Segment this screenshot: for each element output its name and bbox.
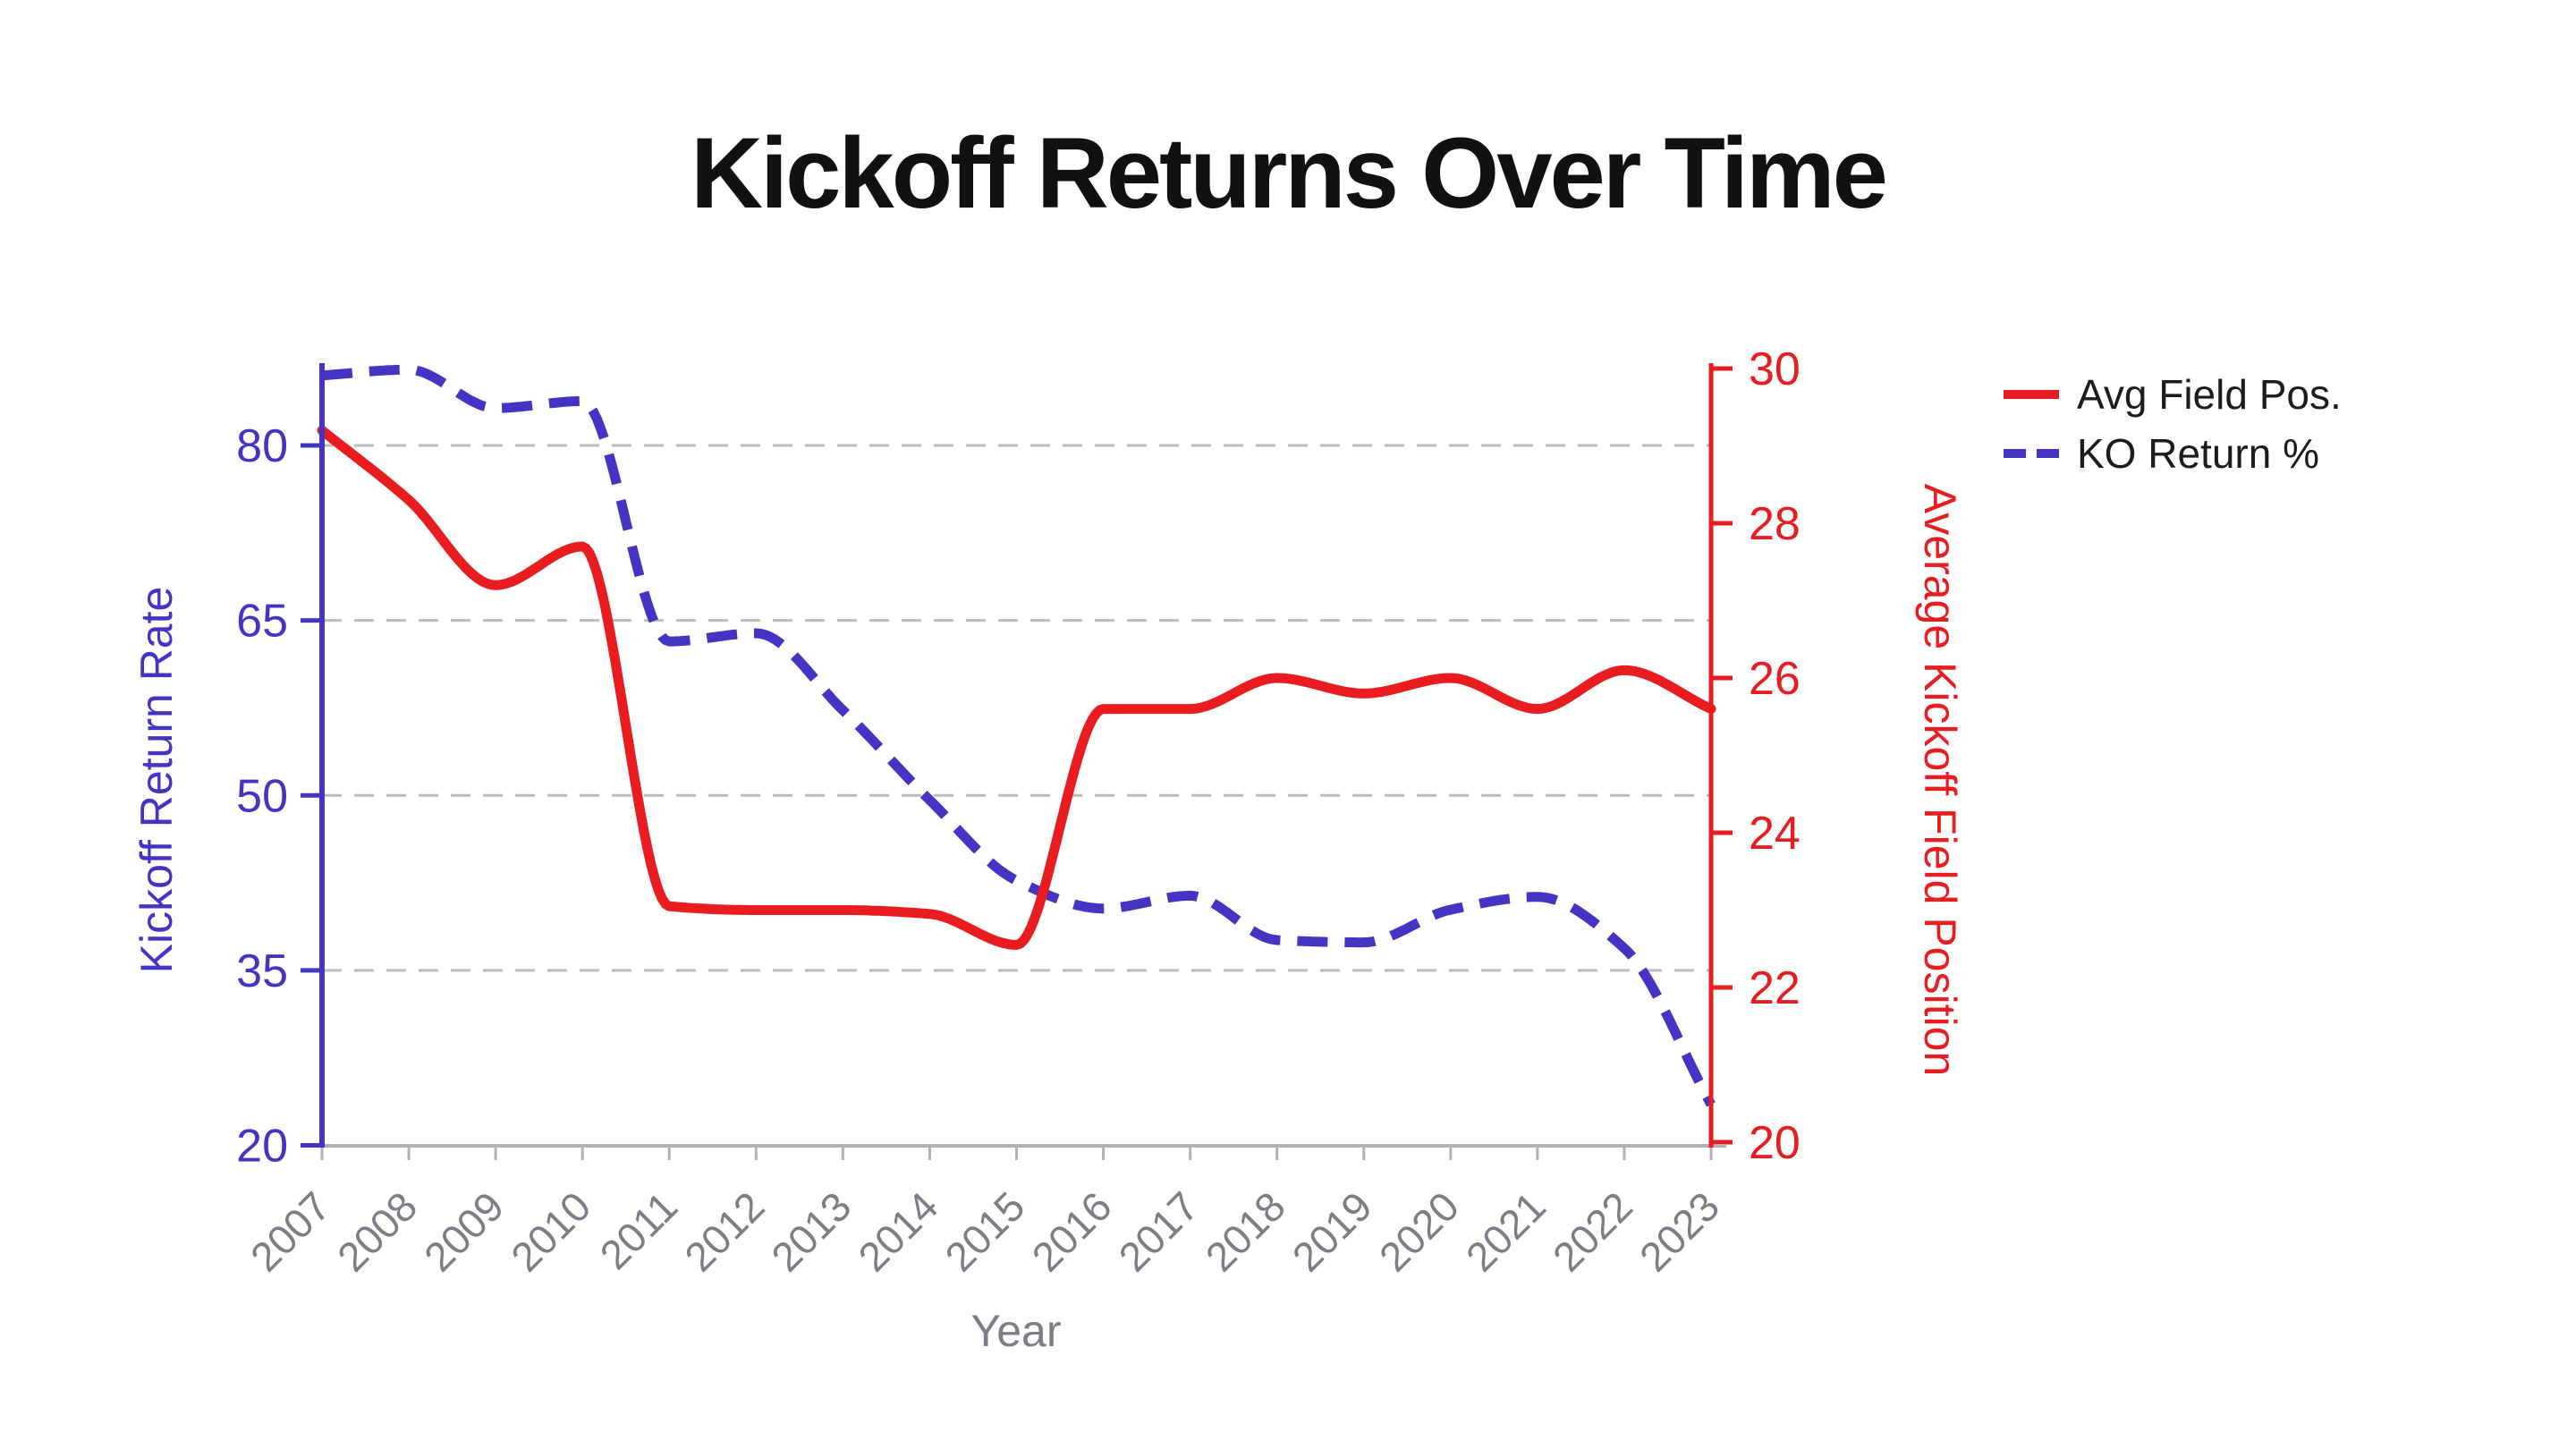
y-left-tick-label: 65 [236, 596, 288, 648]
y-right-tick-label: 22 [1749, 962, 1801, 1014]
x-tick-label: 2009 [415, 1182, 513, 1280]
x-tick-label: 2016 [1022, 1182, 1120, 1280]
y-right-tick-label: 28 [1749, 498, 1801, 550]
x-tick-label: 2015 [936, 1182, 1033, 1280]
x-tick-label: 2019 [1284, 1182, 1381, 1280]
x-tick-label: 2008 [328, 1182, 426, 1280]
x-tick-label: 2014 [849, 1182, 946, 1280]
y-right-tick-label: 26 [1749, 653, 1801, 705]
left-axis-title: Kickoff Return Rate [131, 587, 182, 974]
axes: 2035506580202224262830200720082009201020… [236, 343, 1801, 1280]
x-axis-title: Year [970, 1306, 1061, 1356]
x-tick-label: 2012 [675, 1182, 773, 1280]
axis-spines [319, 363, 1714, 1148]
legend-label-avg-field-pos: Avg Field Pos. [2077, 371, 2342, 418]
gridlines [322, 444, 1711, 972]
chart-title: Kickoff Returns Over Time [691, 117, 1885, 229]
series-lines [317, 364, 1716, 1107]
series-line-avg-field-pos [317, 425, 1716, 950]
x-tick-label: 2018 [1197, 1182, 1294, 1280]
y-left-tick-label: 20 [236, 1121, 288, 1173]
x-tick-label: 2017 [1110, 1182, 1208, 1280]
y-left-tick-label: 35 [236, 945, 288, 997]
x-tick-label: 2011 [591, 1182, 687, 1278]
right-axis-title: Average Kickoff Field Position [1915, 484, 1965, 1076]
x-tick-label: 2022 [1544, 1182, 1641, 1280]
y-left-tick-label: 50 [236, 770, 288, 822]
x-tick-label: 2023 [1631, 1182, 1728, 1280]
y-right-tick-label: 20 [1749, 1117, 1801, 1169]
x-tick-label: 2021 [1457, 1182, 1555, 1280]
x-tick-label: 2010 [502, 1182, 599, 1280]
y-right-tick-label: 30 [1749, 343, 1801, 395]
x-tick-label: 2007 [242, 1182, 339, 1280]
legend-label-ko-return: KO Return % [2077, 430, 2319, 477]
x-tick-label: 2020 [1370, 1182, 1468, 1280]
legend: Avg Field Pos. KO Return % [2004, 371, 2342, 477]
y-left-tick-label: 80 [236, 420, 288, 472]
series-line-ko-return-pct [320, 364, 1716, 1107]
x-tick-label: 2013 [762, 1182, 860, 1280]
y-right-tick-label: 24 [1749, 808, 1801, 860]
